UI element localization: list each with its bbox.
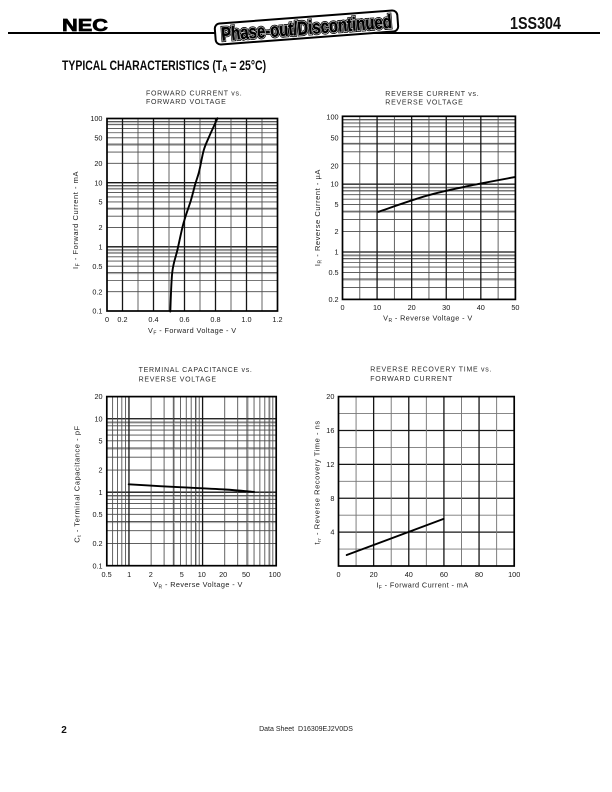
svg-text:1: 1	[335, 248, 339, 257]
svg-text:10: 10	[373, 303, 381, 312]
svg-text:VR - Reverse Voltage - V: VR - Reverse Voltage - V	[153, 580, 242, 590]
svg-text:4: 4	[330, 528, 334, 537]
svg-text:1SS304: 1SS304	[510, 13, 561, 33]
svg-text:0.5: 0.5	[328, 268, 338, 277]
svg-text:20: 20	[326, 392, 334, 401]
svg-text:8: 8	[330, 494, 334, 503]
svg-text:0.8: 0.8	[210, 315, 220, 324]
svg-text:0: 0	[105, 315, 109, 324]
svg-text:0.1: 0.1	[92, 307, 102, 316]
svg-text:2: 2	[99, 466, 103, 475]
svg-text:FORWARD CURRENT vs.: FORWARD CURRENT vs.	[146, 90, 242, 97]
svg-text:10: 10	[198, 570, 206, 579]
svg-text:12: 12	[326, 460, 334, 469]
svg-text:1: 1	[98, 242, 102, 251]
svg-text:5: 5	[99, 436, 103, 445]
svg-text:5: 5	[335, 200, 339, 209]
svg-text:40: 40	[405, 570, 413, 579]
svg-text:2: 2	[335, 227, 339, 236]
svg-text:50: 50	[94, 133, 102, 142]
svg-text:0.2: 0.2	[92, 539, 102, 548]
svg-text:100: 100	[508, 570, 520, 579]
svg-text:IR - Reverse Current - µA: IR - Reverse Current - µA	[313, 169, 323, 266]
svg-text:VF - Forward Voltage - V: VF - Forward Voltage - V	[148, 326, 237, 336]
svg-text:10: 10	[330, 180, 338, 189]
svg-text:2: 2	[98, 223, 102, 232]
svg-text:TERMINAL CAPACITANCE vs.: TERMINAL CAPACITANCE vs.	[139, 367, 253, 374]
svg-text:0.2: 0.2	[328, 295, 338, 304]
svg-text:50: 50	[330, 134, 338, 143]
svg-text:5: 5	[180, 570, 184, 579]
svg-text:REVERSE CURRENT vs.: REVERSE CURRENT vs.	[385, 91, 479, 98]
svg-text:0.6: 0.6	[179, 315, 189, 324]
svg-text:Ct - Terminal Capacitance - pF: Ct - Terminal Capacitance - pF	[73, 425, 83, 542]
svg-text:100: 100	[326, 113, 338, 122]
svg-text:0.1: 0.1	[92, 561, 102, 570]
svg-text:NEC: NEC	[62, 15, 108, 35]
svg-text:0.5: 0.5	[92, 510, 102, 519]
svg-text:IF - Forward Current - mA: IF - Forward Current - mA	[376, 580, 468, 590]
svg-text:1.0: 1.0	[241, 315, 251, 324]
svg-text:1.2: 1.2	[272, 315, 282, 324]
svg-text:5: 5	[98, 198, 102, 207]
svg-text:REVERSE VOLTAGE: REVERSE VOLTAGE	[139, 377, 217, 384]
svg-text:20: 20	[330, 162, 338, 171]
svg-text:10: 10	[94, 178, 102, 187]
svg-text:FORWARD CURRENT: FORWARD CURRENT	[370, 376, 453, 383]
svg-text:1: 1	[99, 488, 103, 497]
svg-text:0.5: 0.5	[92, 262, 102, 271]
svg-text:0.4: 0.4	[148, 315, 158, 324]
svg-text:REVERSE VOLTAGE: REVERSE VOLTAGE	[385, 100, 463, 107]
svg-text:0: 0	[340, 303, 344, 312]
svg-text:trr - Reverse Recovery Time -: trr - Reverse Recovery Time - ns	[313, 420, 323, 544]
svg-text:20: 20	[408, 303, 416, 312]
svg-text:40: 40	[477, 303, 485, 312]
svg-text:REVERSE RECOVERY TIME vs.: REVERSE RECOVERY TIME vs.	[370, 367, 492, 374]
svg-text:VR - Reverse Voltage - V: VR - Reverse Voltage - V	[383, 314, 472, 324]
svg-text:IF - Forward Current - mA: IF - Forward Current - mA	[71, 171, 81, 269]
svg-text:80: 80	[475, 570, 483, 579]
svg-text:0.5: 0.5	[102, 570, 112, 579]
svg-text:2: 2	[149, 570, 153, 579]
svg-text:20: 20	[370, 570, 378, 579]
svg-text:100: 100	[90, 114, 102, 123]
svg-text:10: 10	[94, 414, 102, 423]
svg-text:FORWARD VOLTAGE: FORWARD VOLTAGE	[146, 99, 227, 106]
svg-text:100: 100	[269, 570, 281, 579]
svg-text:30: 30	[442, 303, 450, 312]
svg-text:0: 0	[336, 570, 340, 579]
svg-text:60: 60	[440, 570, 448, 579]
svg-text:50: 50	[242, 570, 250, 579]
svg-text:0.2: 0.2	[117, 315, 127, 324]
svg-text:20: 20	[219, 570, 227, 579]
svg-text:50: 50	[511, 303, 519, 312]
svg-text:20: 20	[94, 159, 102, 168]
svg-text:1: 1	[127, 570, 131, 579]
svg-text:16: 16	[326, 426, 334, 435]
svg-text:0.2: 0.2	[92, 287, 102, 296]
svg-text:20: 20	[94, 392, 102, 401]
